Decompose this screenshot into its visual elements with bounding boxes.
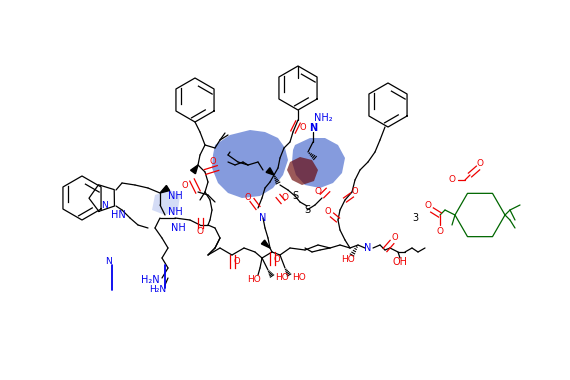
Text: 3: 3 xyxy=(412,213,418,223)
Text: NH₂: NH₂ xyxy=(314,113,332,123)
Text: NH: NH xyxy=(170,223,185,233)
Text: O: O xyxy=(425,201,431,211)
Text: O: O xyxy=(197,228,203,236)
Text: O: O xyxy=(449,176,455,185)
Text: H₂N: H₂N xyxy=(141,275,159,285)
Polygon shape xyxy=(160,185,170,193)
Text: N: N xyxy=(105,258,111,266)
Polygon shape xyxy=(152,190,180,215)
Polygon shape xyxy=(292,138,345,188)
Text: S: S xyxy=(292,191,298,201)
Polygon shape xyxy=(190,165,198,174)
Polygon shape xyxy=(287,157,318,185)
Text: S: S xyxy=(304,205,310,215)
Text: O: O xyxy=(245,193,251,203)
Polygon shape xyxy=(266,168,274,175)
Text: NH: NH xyxy=(168,207,182,217)
Polygon shape xyxy=(262,240,270,248)
Text: HO: HO xyxy=(275,274,289,282)
Text: O: O xyxy=(182,180,188,190)
Text: N: N xyxy=(364,243,372,253)
Text: O: O xyxy=(437,228,443,236)
Text: O: O xyxy=(315,187,321,196)
Text: N: N xyxy=(259,213,267,223)
Text: H₂N: H₂N xyxy=(149,285,166,294)
Text: O: O xyxy=(477,160,483,168)
Text: HN: HN xyxy=(111,210,125,220)
Text: N: N xyxy=(309,123,317,133)
Text: N: N xyxy=(101,201,108,209)
Polygon shape xyxy=(212,130,288,198)
Text: O: O xyxy=(352,187,359,196)
Text: O: O xyxy=(234,258,241,266)
Text: HO: HO xyxy=(247,276,261,285)
Text: O: O xyxy=(325,207,331,217)
Text: O: O xyxy=(210,157,216,166)
Text: HO: HO xyxy=(341,255,355,264)
Text: NH: NH xyxy=(168,191,182,201)
Text: HO: HO xyxy=(292,272,306,282)
Text: O: O xyxy=(300,122,306,131)
Text: O: O xyxy=(392,233,398,242)
Text: O: O xyxy=(282,193,288,203)
Text: O: O xyxy=(274,255,280,263)
Text: OH: OH xyxy=(393,257,408,267)
